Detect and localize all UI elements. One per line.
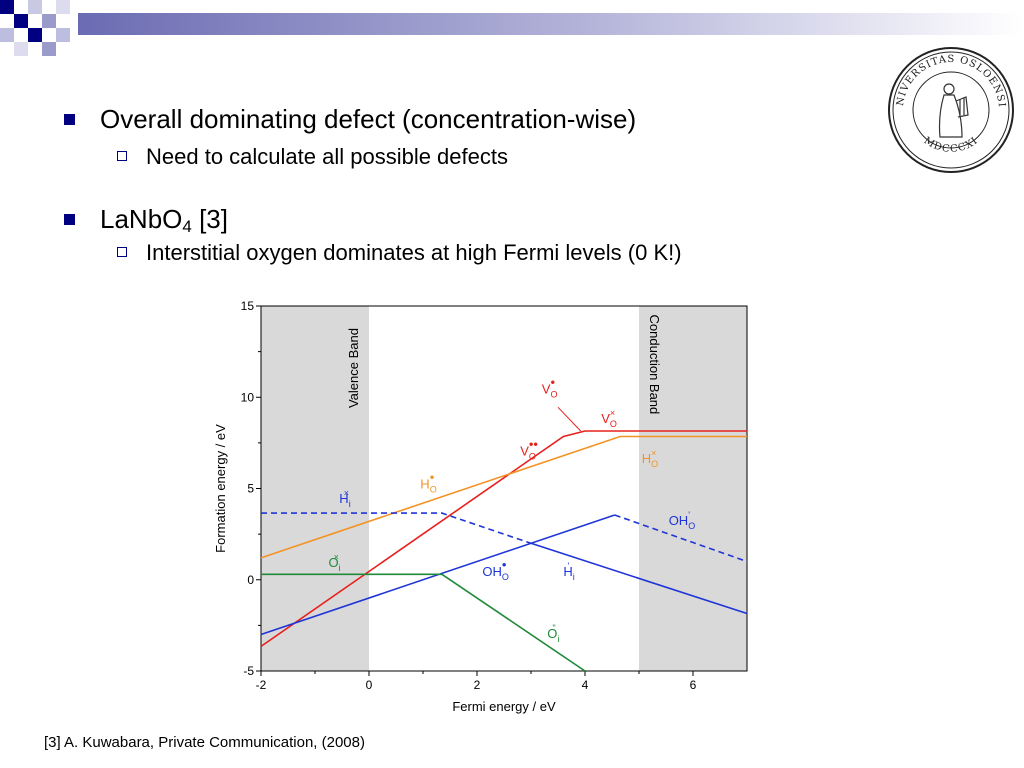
defect-label-Hi_x: Hi× bbox=[339, 488, 350, 509]
series-line-hi_neg bbox=[530, 542, 748, 615]
y-tick-label: 15 bbox=[241, 299, 255, 313]
band-region-0 bbox=[261, 306, 369, 671]
defect-formation-energy-chart: Valence Band Conduction Band -2 0 2 4 6 -5 0 5 10 1… bbox=[213, 299, 748, 714]
defect-label-HO_dot: HO• bbox=[420, 470, 436, 495]
defect-label-OHO_dot: OHO• bbox=[482, 557, 509, 582]
subbullet-interstitial-oxygen: Interstitial oxygen dominates at high Fe… bbox=[117, 240, 682, 266]
bullet-text-after: [3] bbox=[191, 204, 228, 234]
y-tick-label: 10 bbox=[241, 390, 255, 404]
series-line-hi_pos bbox=[261, 512, 532, 545]
series-line-oi_dneg bbox=[441, 573, 586, 672]
series-line-oh_neg bbox=[614, 514, 748, 563]
square-bullet-icon bbox=[64, 214, 75, 225]
x-tick-label: 2 bbox=[474, 678, 481, 692]
series-line-ho bbox=[260, 435, 747, 559]
conduction-band-label: Conduction Band bbox=[647, 315, 662, 415]
x-tick-label: -2 bbox=[256, 678, 267, 692]
y-axis-label: Formation energy / eV bbox=[213, 424, 228, 553]
series-line-vo bbox=[260, 430, 747, 648]
bullet-text-main: LaNbO bbox=[100, 204, 183, 234]
defect-label-VO_x: VO× bbox=[601, 408, 617, 429]
subbullet-calculate-defects: Need to calculate all possible defects bbox=[117, 144, 508, 170]
defect-label-VO_dot: VO• bbox=[542, 375, 558, 400]
y-tick-label: 5 bbox=[247, 482, 254, 496]
bullet-text: Overall dominating defect (concentration… bbox=[100, 104, 637, 134]
subbullet-text: Need to calculate all possible defects bbox=[146, 144, 508, 169]
bullet-text-subscript: 4 bbox=[182, 217, 192, 236]
university-seal-logo: UNIVERSITAS OSLOENSIS MDCCCXI bbox=[886, 45, 1014, 173]
square-bullet-icon bbox=[64, 114, 75, 125]
defect-label-Oi_x: Oi× bbox=[329, 552, 341, 573]
subbullet-text: Interstitial oxygen dominates at high Fe… bbox=[146, 240, 682, 265]
defect-label-Hi_prime: Hi' bbox=[563, 561, 574, 582]
reference-footnote: [3] A. Kuwabara, Private Communication, … bbox=[44, 734, 365, 751]
x-tick-label: 4 bbox=[582, 678, 589, 692]
label-leader-line-0 bbox=[557, 406, 582, 432]
bullet-overall-dominating-defect: Overall dominating defect (concentration… bbox=[64, 104, 637, 135]
title-bar-decoration bbox=[0, 0, 1024, 56]
valence-band-label: Valence Band bbox=[346, 328, 361, 408]
y-tick-label: -5 bbox=[243, 664, 254, 678]
x-tick-label: 0 bbox=[366, 678, 373, 692]
bullet-lanbo4: LaNbO4 [3] bbox=[64, 204, 228, 237]
defect-label-HO_x: HO× bbox=[642, 448, 658, 469]
hollow-square-bullet-icon bbox=[117, 151, 127, 161]
defect-label-OHO_prime: OHO' bbox=[669, 510, 696, 531]
defect-label-VO_2dot: VO•• bbox=[520, 437, 538, 462]
defect-label-Oi_2prime: Oi'' bbox=[547, 623, 559, 644]
band-region-1 bbox=[639, 306, 747, 671]
x-tick-label: 6 bbox=[690, 678, 697, 692]
y-tick-label: 0 bbox=[247, 573, 254, 587]
x-axis-label: Fermi energy / eV bbox=[452, 699, 556, 714]
hollow-square-bullet-icon bbox=[117, 247, 127, 257]
